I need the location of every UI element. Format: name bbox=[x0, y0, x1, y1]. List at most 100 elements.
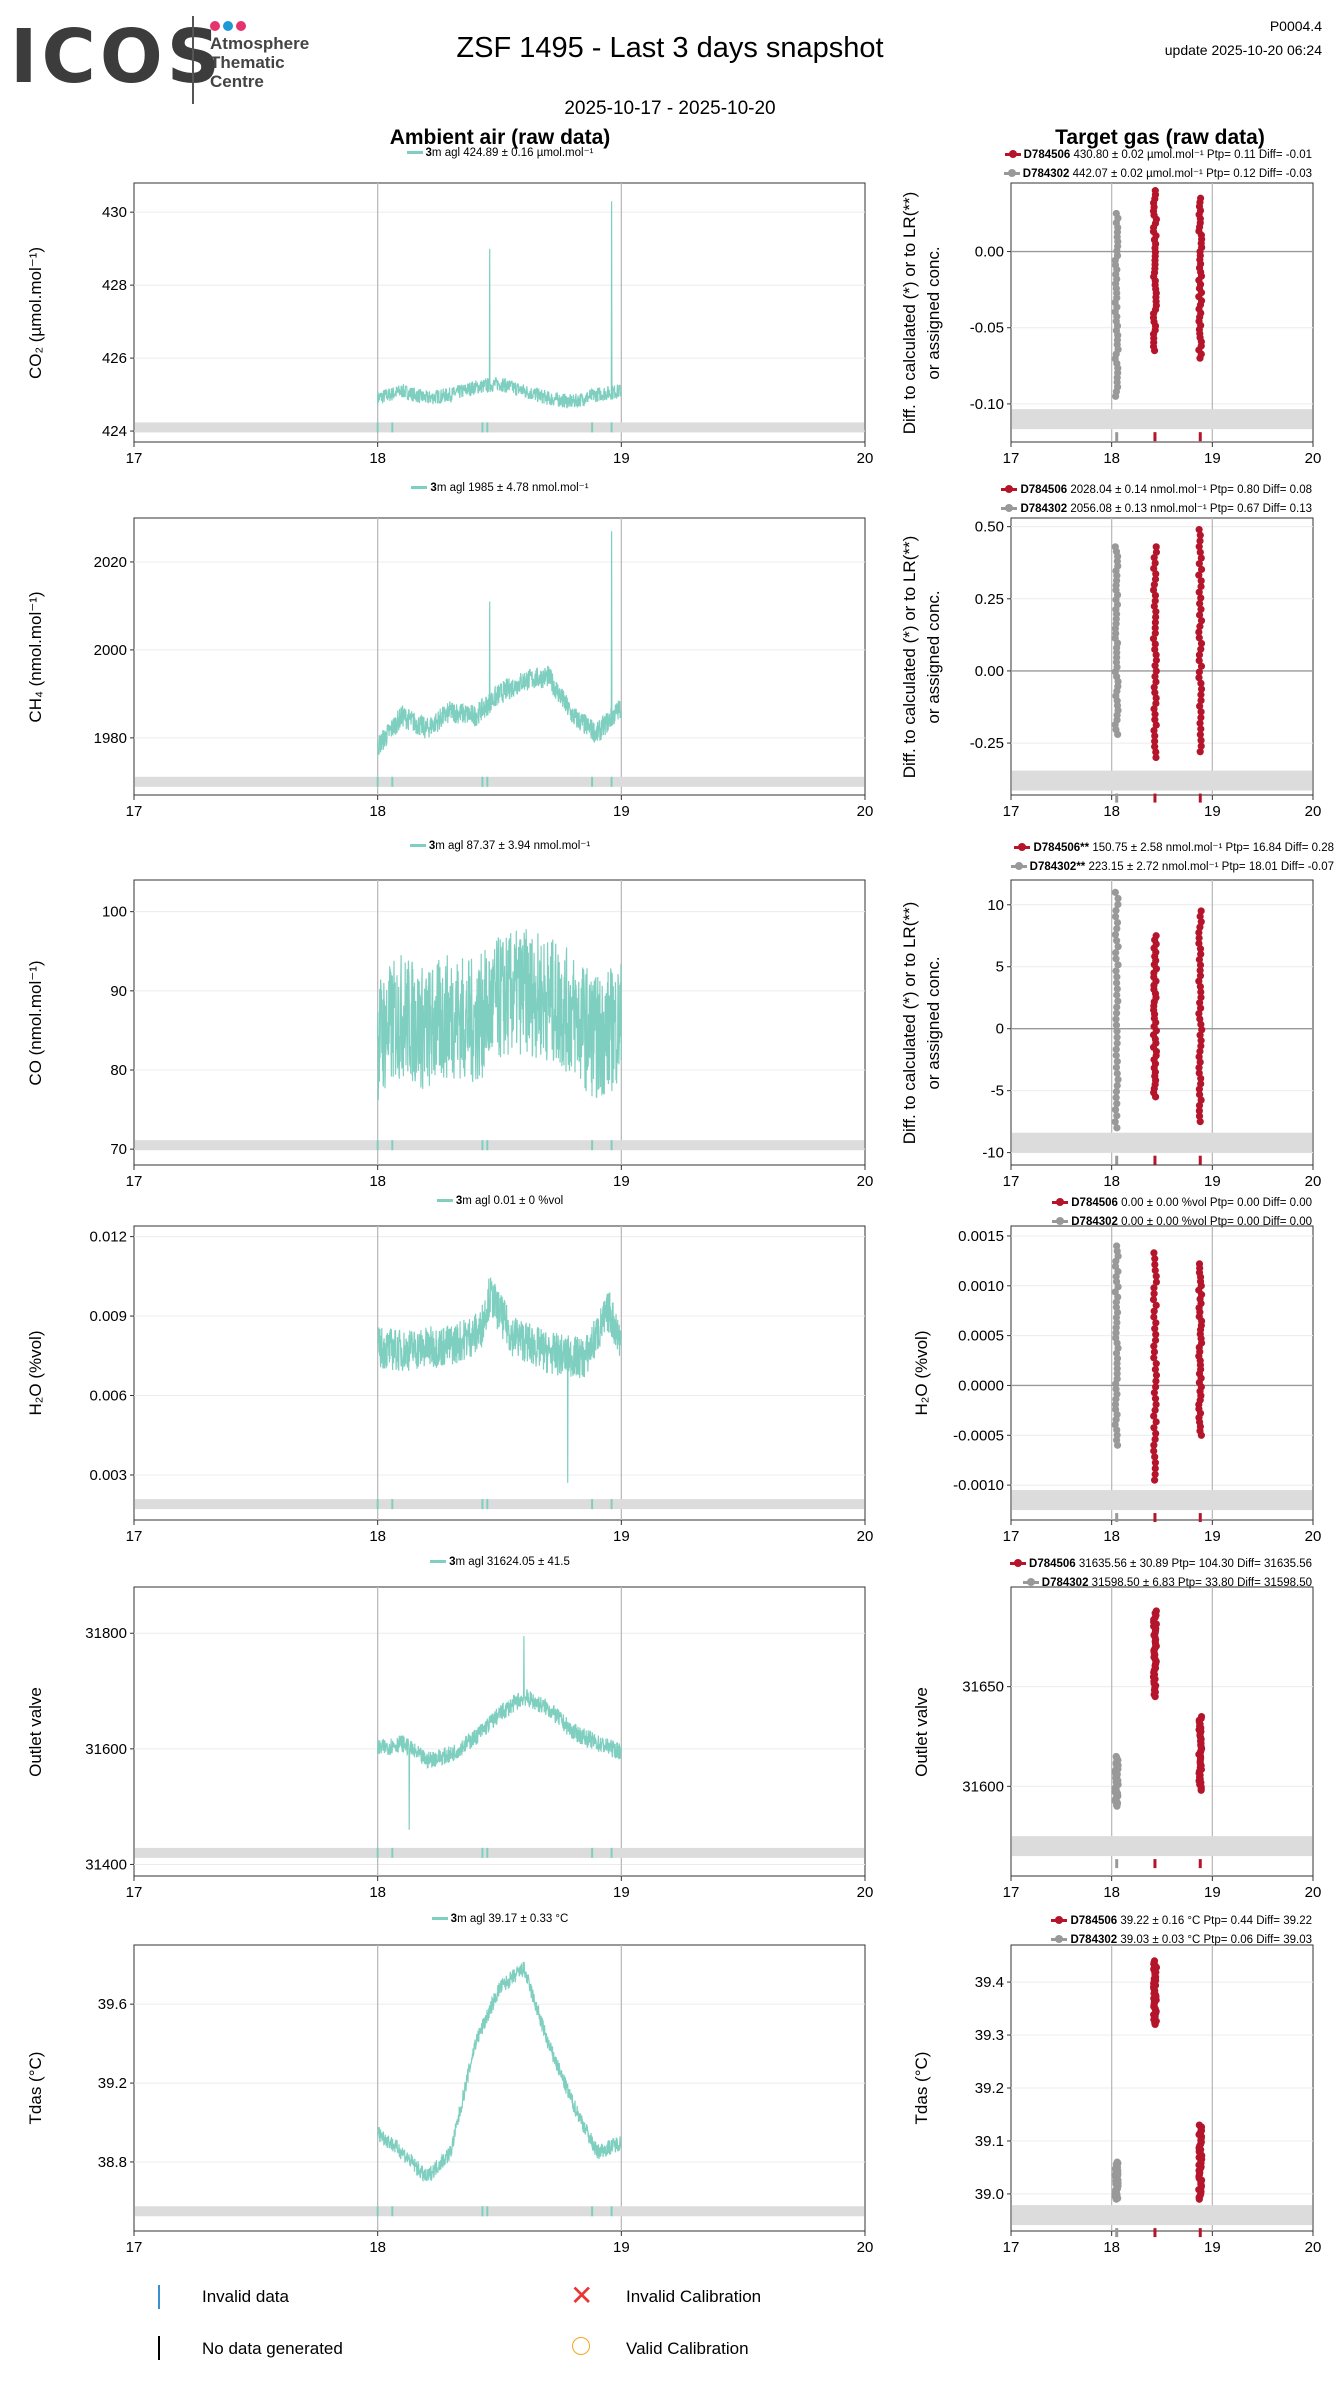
target-flag-band bbox=[1012, 409, 1312, 430]
target-point bbox=[1152, 1377, 1160, 1385]
target-point bbox=[1196, 1031, 1204, 1039]
target-point bbox=[1113, 1124, 1121, 1132]
target-point bbox=[1197, 988, 1205, 996]
valid-calibration-icon bbox=[572, 2337, 590, 2355]
target-point bbox=[1196, 945, 1205, 953]
target-legend-item: D784506 0.00 ± 0.00 %vol Ptp= 0.00 Diff=… bbox=[1052, 1197, 1312, 1209]
ambient-panel: 424 426 428 430 17 18 19 20 bbox=[102, 182, 873, 467]
target-point bbox=[1111, 931, 1120, 939]
cylinder-stats: 31598.50 ± 6.83 Ptp= 33.80 Diff= 31598.5… bbox=[1088, 1577, 1312, 1589]
target-panel: 0.50 0.25 0.00 -0.25 17 18 19 20 bbox=[970, 517, 1322, 820]
cylinder-stats: 0.00 ± 0.00 %vol Ptp= 0.00 Diff= 0.00 bbox=[1117, 1197, 1312, 1209]
target-point bbox=[1196, 702, 1204, 710]
target-ytick-label: 39.0 bbox=[975, 2186, 1004, 2203]
target-point bbox=[1151, 1255, 1159, 1263]
target-point bbox=[1113, 1069, 1121, 1078]
ambient-legend: 3m agl 39.17 ± 0.33 °C bbox=[0, 1913, 1000, 1925]
ambient-ytick-label: 31800 bbox=[85, 1625, 127, 1642]
ambient-ytick-label: 0.003 bbox=[89, 1467, 127, 1484]
target-point bbox=[1151, 662, 1159, 670]
cylinder-id: D784506 bbox=[1029, 1558, 1076, 1570]
ambient-xtick-label: 19 bbox=[613, 450, 630, 467]
ambient-legend-height: 3 bbox=[425, 147, 432, 159]
ambient-legend-height: 3 bbox=[450, 1913, 458, 1925]
cylinder-stats: 442.07 ± 0.02 µmol.mol⁻¹ Ptp= 0.12 Diff=… bbox=[1069, 168, 1312, 180]
target-xtick-label: 20 bbox=[1305, 1173, 1322, 1190]
ambient-xtick-label: 18 bbox=[369, 450, 386, 467]
ambient-series-line bbox=[377, 201, 622, 409]
ambient-xtick-label: 19 bbox=[613, 2239, 630, 2256]
ambient-xtick-label: 17 bbox=[126, 1528, 143, 1545]
ambient-y-axis-label: Outlet valve bbox=[26, 1686, 45, 1777]
ambient-y-axis-label: CH₄ (nmol.mol⁻¹) bbox=[26, 590, 45, 723]
legend-no-data: No data generated bbox=[202, 2339, 343, 2358]
target-y-axis-label: Diff. to calculated (*) or to LR(**) bbox=[900, 535, 919, 778]
target-point bbox=[1152, 1418, 1160, 1426]
ambient-ytick-label: 90 bbox=[110, 983, 127, 1000]
target-xtick-label: 19 bbox=[1204, 2239, 1221, 2256]
target-point bbox=[1111, 888, 1119, 896]
target-point bbox=[1149, 635, 1158, 643]
target-point bbox=[1197, 696, 1205, 705]
target-point bbox=[1150, 683, 1158, 691]
ambient-ytick-label: 38.8 bbox=[98, 2154, 127, 2171]
ambient-legend-height: 3 bbox=[455, 1195, 463, 1207]
ambient-legend-text: m agl 87.37 ± 3.94 nmol.mol⁻¹ bbox=[435, 840, 591, 852]
target-point bbox=[1114, 900, 1122, 909]
target-ytick-label: 0.0005 bbox=[958, 1328, 1004, 1345]
cylinder-stats: 223.15 ± 2.72 nmol.mol⁻¹ Ptp= 18.01 Diff… bbox=[1085, 861, 1334, 873]
target-point bbox=[1197, 1042, 1205, 1050]
target-ytick-label: 0.00 bbox=[975, 663, 1004, 680]
ambient-legend-swatch bbox=[431, 1917, 448, 1921]
target-panel: 0.0015 0.0010 0.0005 0.0000 -0.0005 -0.0010 17… bbox=[953, 1225, 1321, 1545]
target-point bbox=[1112, 1045, 1120, 1053]
target-point bbox=[1112, 1094, 1120, 1102]
target-point bbox=[1112, 1329, 1120, 1337]
target-point bbox=[1151, 559, 1159, 567]
target-point bbox=[1113, 1112, 1121, 1120]
logo-dots bbox=[210, 18, 249, 36]
ambient-ytick-label: 31400 bbox=[85, 1856, 127, 1873]
target-point bbox=[1152, 1272, 1160, 1280]
target-xtick-label: 17 bbox=[1003, 803, 1020, 820]
target-legend-item: D784302 442.07 ± 0.02 µmol.mol⁻¹ Ptp= 0.… bbox=[1003, 166, 1312, 180]
target-flag-band bbox=[1012, 2205, 1312, 2226]
target-point bbox=[1113, 2158, 1121, 2166]
target-xtick-label: 20 bbox=[1305, 803, 1322, 820]
ambient-legend-height: 3 bbox=[430, 482, 437, 494]
target-xtick-label: 19 bbox=[1204, 1528, 1221, 1545]
target-point bbox=[1149, 586, 1158, 594]
logo-subtitle: Atmosphere Thematic Centre bbox=[210, 34, 309, 91]
ambient-xtick-label: 17 bbox=[126, 450, 143, 467]
target-point bbox=[1152, 1330, 1160, 1339]
ambient-legend-swatch bbox=[406, 151, 423, 155]
target-point bbox=[1195, 560, 1203, 568]
target-point bbox=[1151, 1406, 1159, 1414]
target-point bbox=[1151, 1453, 1159, 1461]
target-xtick-label: 18 bbox=[1103, 450, 1120, 467]
target-legend-item: D784302 31598.50 ± 6.83 Ptp= 33.80 Diff=… bbox=[1022, 1577, 1312, 1589]
target-legend-swatch bbox=[1052, 1198, 1069, 1207]
target-y-axis-label-line2: or assigned conc. bbox=[924, 589, 943, 724]
target-point bbox=[1196, 1047, 1204, 1056]
cylinder-stats: 39.03 ± 0.03 °C Ptp= 0.06 Diff= 39.03 bbox=[1117, 1934, 1312, 1946]
target-point bbox=[1197, 907, 1205, 915]
page-title: ZSF 1495 - Last 3 days snapshot bbox=[456, 32, 884, 64]
target-point bbox=[1196, 600, 1204, 608]
target-point bbox=[1195, 1085, 1203, 1093]
target-point bbox=[1112, 1021, 1121, 1029]
target-point bbox=[1197, 1020, 1205, 1029]
target-xtick-label: 18 bbox=[1103, 2239, 1120, 2256]
ambient-flag-band bbox=[135, 776, 864, 787]
target-point bbox=[1195, 1053, 1203, 1061]
cylinder-id: D784506 bbox=[1020, 484, 1068, 496]
target-point bbox=[1151, 689, 1159, 697]
cylinder-stats: 2028.04 ± 0.14 nmol.mol⁻¹ Ptp= 0.80 Diff… bbox=[1067, 484, 1312, 496]
logo-line: Atmosphere bbox=[210, 34, 310, 53]
target-point bbox=[1150, 1441, 1158, 1449]
target-point bbox=[1195, 934, 1203, 942]
logo-divider bbox=[192, 16, 194, 104]
target-plot-area bbox=[1010, 517, 1314, 796]
target-point bbox=[1195, 571, 1203, 579]
ambient-legend: 3m agl 31624.05 ± 41.5 bbox=[0, 1556, 1000, 1568]
